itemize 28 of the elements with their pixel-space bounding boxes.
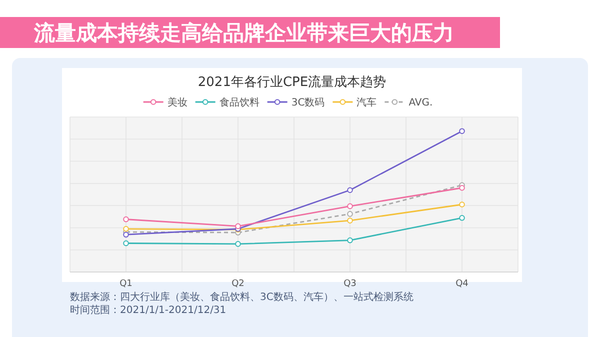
legend-label: 食品饮料: [219, 96, 260, 108]
x-tick-label: Q2: [232, 279, 244, 289]
point: [123, 216, 129, 222]
source-note: 数据来源：四大行业库（美妆、食品饮料、3C数码、汽车）、一站式检测系统: [70, 291, 414, 303]
point: [459, 128, 465, 134]
point: [459, 184, 465, 191]
text: 时间范围：2021/1/1-2021/12/31: [70, 304, 226, 316]
point: [347, 237, 353, 244]
point: [347, 187, 353, 194]
point: [123, 232, 129, 238]
point: [123, 240, 129, 246]
point: [235, 241, 241, 247]
legend-label: 美妆: [167, 96, 188, 108]
point: [459, 214, 465, 221]
point: [459, 202, 465, 208]
legend-label: AVG.: [408, 98, 433, 108]
x-tick-label: Q3: [344, 279, 356, 289]
point: [123, 226, 129, 232]
legend-label: 3C数码: [291, 98, 325, 108]
legend-label: 汽车: [356, 96, 377, 108]
chart-title: 流量成本持续走高给品牌企业带来巨大的压力: [33, 21, 454, 45]
point: [347, 218, 353, 224]
point: [347, 203, 353, 210]
point: [347, 211, 353, 217]
point: [235, 223, 241, 230]
x-tick-label: Q1: [120, 279, 132, 289]
x-tick-label: Q4: [456, 279, 469, 289]
chart-subtitle: 2021年各行业CPE流量成本趋势: [198, 74, 386, 90]
